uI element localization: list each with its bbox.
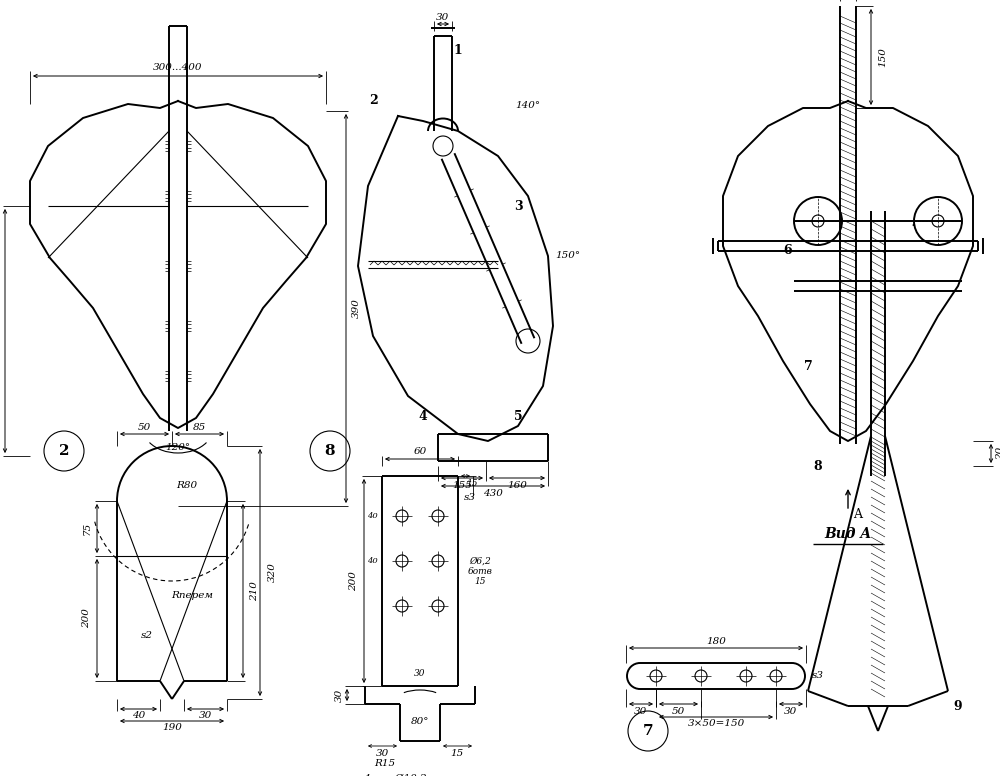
Text: 320: 320	[268, 563, 276, 583]
Text: 390: 390	[352, 299, 360, 318]
Text: 30: 30	[334, 688, 344, 702]
Text: 8: 8	[814, 459, 822, 473]
Text: s3: s3	[464, 494, 476, 503]
Text: 3×50=150: 3×50=150	[687, 719, 745, 729]
Text: 210: 210	[250, 581, 260, 601]
Text: 2: 2	[369, 95, 377, 108]
Text: 30: 30	[414, 670, 426, 678]
Text: s2: s2	[141, 632, 153, 640]
Text: 430: 430	[483, 489, 503, 497]
Text: 40: 40	[367, 512, 377, 520]
Text: 8: 8	[325, 444, 335, 458]
Text: 200: 200	[350, 571, 358, 591]
Text: R80: R80	[176, 481, 198, 490]
Text: 85: 85	[193, 422, 206, 431]
Text: 4отв.Ø10,2: 4отв.Ø10,2	[363, 774, 427, 776]
Text: 15: 15	[466, 480, 478, 489]
Text: 5: 5	[514, 410, 522, 422]
Text: 30: 30	[199, 712, 212, 720]
Text: 40: 40	[132, 712, 145, 720]
Text: ·: ·	[910, 217, 916, 234]
Text: A: A	[854, 508, 862, 521]
Text: 190: 190	[162, 723, 182, 733]
Text: 75: 75	[82, 522, 92, 535]
Text: 160: 160	[507, 480, 527, 490]
Text: 7: 7	[804, 359, 812, 372]
Text: 6отв: 6отв	[468, 566, 492, 576]
Text: 15: 15	[450, 750, 464, 758]
Text: 80°: 80°	[411, 716, 429, 726]
Text: 30: 30	[376, 750, 390, 758]
Text: 30: 30	[784, 706, 798, 715]
Text: 30: 30	[436, 12, 450, 22]
Text: 150: 150	[879, 47, 888, 67]
Text: s3: s3	[812, 671, 824, 681]
Text: 155: 155	[452, 480, 472, 490]
Text: 140°: 140°	[515, 102, 541, 110]
Text: 180: 180	[706, 636, 726, 646]
Text: 1: 1	[454, 44, 462, 57]
Text: 60: 60	[413, 448, 427, 456]
Text: 6: 6	[784, 244, 792, 258]
Text: 50: 50	[672, 706, 685, 715]
Text: Rперем: Rперем	[171, 591, 213, 601]
Text: 150°: 150°	[555, 251, 581, 261]
Text: 15: 15	[474, 577, 486, 586]
Text: Вид A: Вид A	[824, 527, 872, 541]
Text: 7: 7	[643, 724, 653, 738]
Text: 20: 20	[996, 447, 1000, 460]
Text: 2: 2	[59, 444, 69, 458]
Text: 120°: 120°	[165, 444, 191, 452]
Text: 300...400: 300...400	[153, 64, 203, 72]
Text: 9: 9	[954, 699, 962, 712]
Text: 50: 50	[138, 422, 151, 431]
Text: 30: 30	[634, 706, 648, 715]
Text: 200: 200	[82, 608, 92, 629]
Text: Ø6,2: Ø6,2	[469, 556, 491, 566]
Text: R15: R15	[374, 760, 396, 768]
Text: 3: 3	[514, 199, 522, 213]
Text: 40: 40	[367, 557, 377, 565]
Text: 4: 4	[419, 410, 427, 422]
